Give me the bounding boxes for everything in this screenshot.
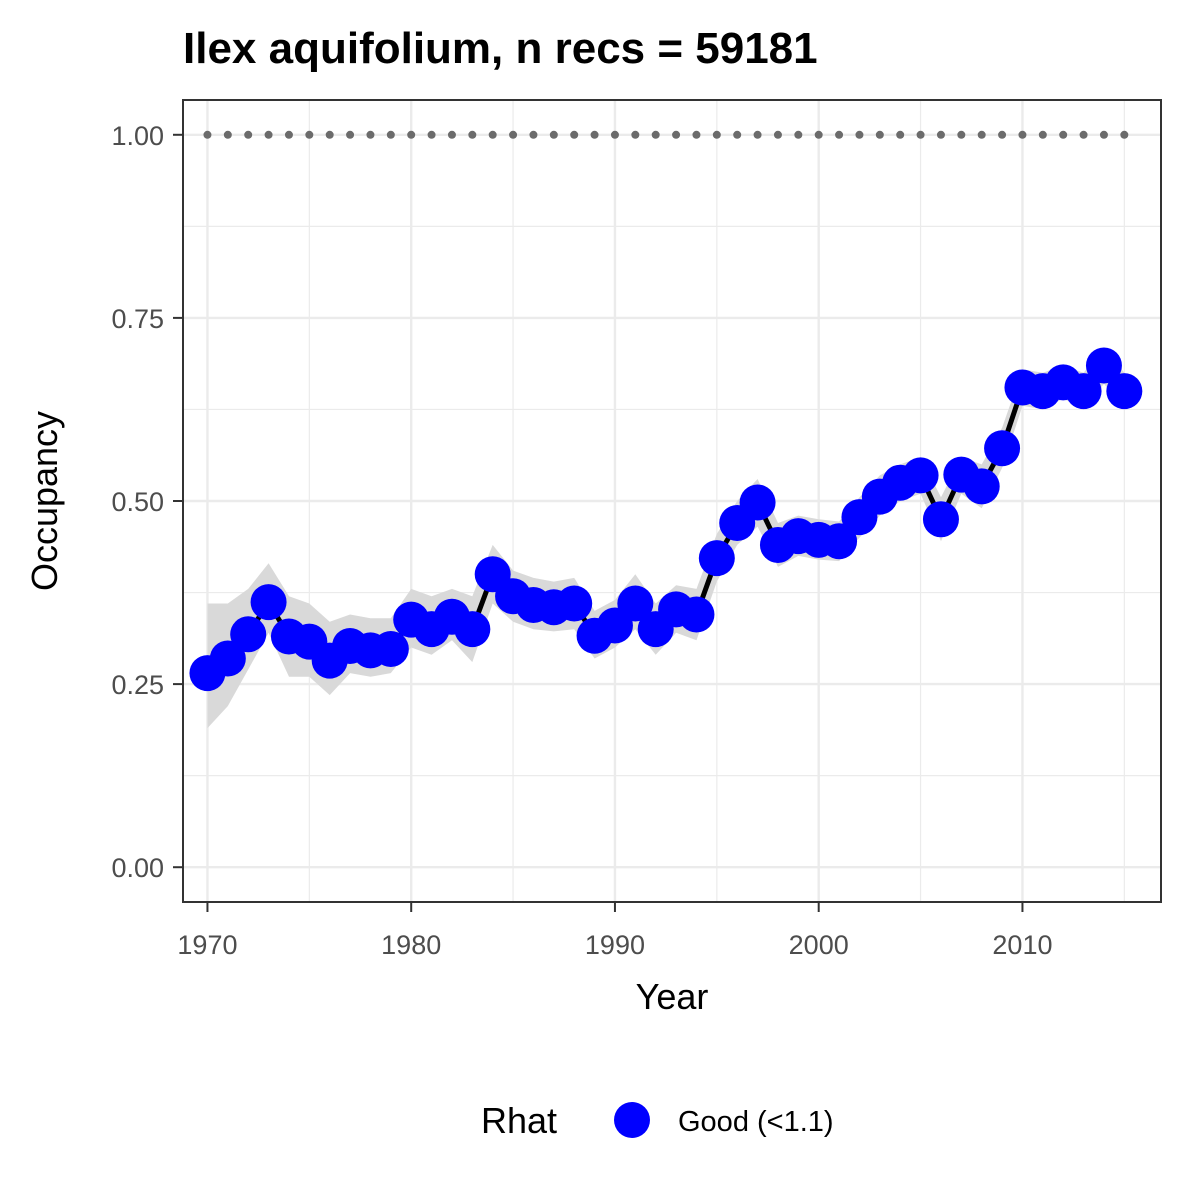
reference-dot [631, 130, 640, 139]
reference-dot [509, 130, 518, 139]
reference-dot [957, 130, 966, 139]
legend-key-good [614, 1102, 650, 1138]
reference-dot [672, 130, 681, 139]
reference-dot [203, 130, 212, 139]
occupancy-point [1065, 373, 1102, 410]
y-tick-label: 0.75 [111, 304, 164, 334]
x-tick-label: 1990 [585, 930, 645, 960]
reference-dot [529, 130, 538, 139]
x-tick-label: 1980 [381, 930, 441, 960]
y-tick-label: 0.50 [111, 487, 164, 517]
reference-dot [407, 130, 416, 139]
reference-dot [570, 130, 579, 139]
x-axis: 1970 1980 1990 2000 2010 [177, 902, 1052, 960]
occupancy-point [984, 430, 1021, 467]
x-axis-title: Year [636, 976, 709, 1017]
occupancy-point [372, 630, 409, 667]
reference-dot [896, 130, 905, 139]
legend-title: Rhat [481, 1100, 557, 1141]
reference-dot [264, 130, 273, 139]
occupancy-point [963, 468, 1000, 505]
reference-dot [1018, 130, 1027, 139]
reference-dot [284, 130, 293, 139]
reference-dot [488, 130, 497, 139]
occupancy-point [698, 540, 735, 577]
reference-dot [712, 130, 721, 139]
legend: Rhat Good (<1.1) [481, 1100, 834, 1141]
reference-dot [590, 130, 599, 139]
reference-dots [203, 130, 1129, 139]
occupancy-point [454, 611, 491, 648]
y-axis-title: Occupancy [24, 411, 65, 591]
reference-dot [1038, 130, 1047, 139]
reference-dot [753, 130, 762, 139]
occupancy-point [902, 457, 939, 494]
y-tick-label: 0.00 [111, 853, 164, 883]
occupancy-point [1106, 373, 1143, 410]
reference-dot [447, 130, 456, 139]
reference-dot [549, 130, 558, 139]
occupancy-point [617, 585, 654, 622]
reference-dot [1099, 130, 1108, 139]
reference-dot [346, 130, 355, 139]
reference-dot [325, 130, 334, 139]
reference-dot [692, 130, 701, 139]
occupancy-point [678, 596, 715, 633]
occupancy-point [922, 501, 959, 538]
reference-dot [835, 130, 844, 139]
reference-dot [651, 130, 660, 139]
occupancy-point [821, 523, 858, 560]
occupancy-point [556, 585, 593, 622]
reference-dot [936, 130, 945, 139]
occupancy-point [250, 584, 287, 621]
reference-dot [855, 130, 864, 139]
reference-dot [773, 130, 782, 139]
reference-dot [1079, 130, 1088, 139]
reference-dot [977, 130, 986, 139]
reference-dot [427, 130, 436, 139]
reference-dot [610, 130, 619, 139]
legend-label-good: Good (<1.1) [678, 1106, 834, 1138]
reference-dot [386, 130, 395, 139]
reference-dot [366, 130, 375, 139]
reference-dot [223, 130, 232, 139]
x-tick-label: 1970 [177, 930, 237, 960]
occupancy-points [189, 347, 1143, 692]
reference-dot [814, 130, 823, 139]
occupancy-point [1085, 347, 1122, 384]
x-tick-label: 2000 [789, 930, 849, 960]
y-axis: 0.00 0.25 0.50 0.75 1.00 [111, 121, 183, 883]
x-tick-label: 2010 [992, 930, 1052, 960]
chart-title: Ilex aquifolium, n recs = 59181 [183, 24, 818, 73]
reference-dot [305, 130, 314, 139]
reference-dot [1120, 130, 1129, 139]
reference-dot [1059, 130, 1068, 139]
occupancy-point [230, 616, 267, 653]
reference-dot [733, 130, 742, 139]
reference-dot [998, 130, 1007, 139]
occupancy-point [209, 640, 246, 677]
y-tick-label: 0.25 [111, 670, 164, 700]
reference-dot [875, 130, 884, 139]
reference-dot [794, 130, 803, 139]
reference-dot [916, 130, 925, 139]
grid-lines [183, 100, 1161, 902]
reference-dot [468, 130, 477, 139]
y-tick-label: 1.00 [111, 121, 164, 151]
reference-dot [244, 130, 253, 139]
occupancy-point [739, 484, 776, 521]
